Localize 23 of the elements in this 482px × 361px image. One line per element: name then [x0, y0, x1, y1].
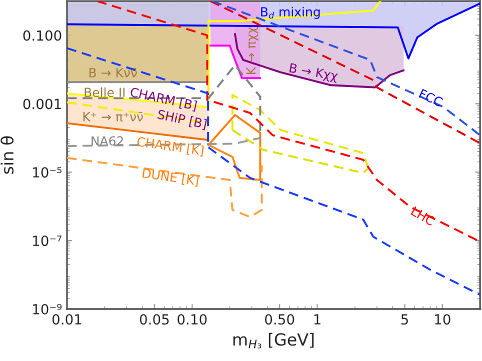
y-tick-label: 10⁻⁷ — [33, 236, 62, 246]
x-tick-label: 5 — [401, 314, 408, 325]
annotation: K⁺ → π⁺νν̄ — [83, 112, 143, 122]
y-tick-label: 10⁻⁵ — [33, 167, 62, 178]
y-axis-title: sin θ — [0, 136, 14, 174]
x-tick-label: 1 — [314, 314, 320, 324]
y-tick-label: 10⁻⁹ — [33, 304, 62, 314]
y-tick-label: 0.100 — [23, 30, 62, 41]
annotation: B → Kχχ — [288, 63, 338, 84]
annotation: Belle II — [84, 87, 125, 98]
x-tick-label: 0.10 — [178, 314, 207, 325]
annotation: B → Kνν̄ — [89, 68, 137, 78]
annotation: K → πχχ — [246, 27, 258, 74]
x-axis-title: m$_{H₃}$ [GeV] — [233, 332, 314, 348]
annotation: DUNE [K] — [142, 168, 199, 187]
annotation: NA62 — [92, 136, 123, 146]
annotation: FCC — [418, 88, 444, 107]
x-tick-label: 0.05 — [140, 314, 169, 325]
y-tick-label: 0.001 — [23, 98, 61, 110]
x-tick-label: 0.01 — [52, 314, 82, 325]
annotation: CHARM [K] — [136, 136, 204, 157]
x-tick-label: 10 — [435, 314, 450, 325]
x-tick-label: 0.50 — [265, 314, 294, 325]
